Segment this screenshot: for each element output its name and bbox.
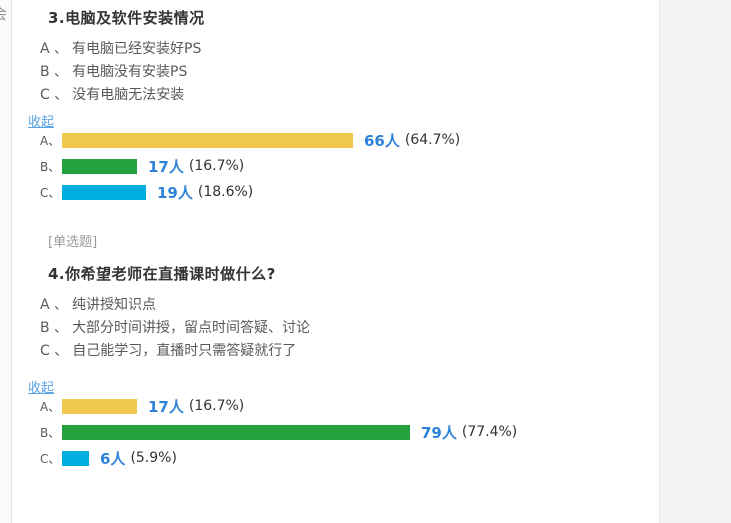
question-4-collapse-link[interactable]: 收起 — [28, 381, 55, 396]
question-3-option-b: B 、有电脑没有安装PS — [40, 61, 187, 81]
question-4-title: 4.你希望老师在直播课时做什么? — [48, 265, 276, 283]
option-text: 大部分时间讲授，留点时间答疑、讨论 — [72, 320, 311, 336]
clipped-edge-glyph: 会 — [0, 3, 7, 24]
result-bar — [62, 158, 137, 174]
question-3-bar-chart: A、 66人 (64.7%) B、 17人 (16.7%) C、 19人 (18… — [40, 127, 649, 205]
respondent-count-link[interactable]: 6人 — [100, 449, 126, 468]
row-letter: A、 — [40, 133, 61, 148]
result-bar — [62, 424, 410, 440]
chart-row-b: B、 79人 (77.4%) — [40, 419, 649, 445]
percent-label: (16.7%) — [188, 398, 245, 414]
option-letter: B 、 — [40, 64, 69, 80]
result-bar — [62, 132, 353, 148]
option-letter: C 、 — [40, 87, 69, 103]
option-text: 自己能学习，直播时只需答疑就行了 — [72, 343, 297, 359]
respondent-count-link[interactable]: 17人 — [148, 157, 184, 176]
percent-label: (64.7%) — [404, 132, 461, 148]
question-3-title: 3.电脑及软件安装情况 — [48, 9, 205, 27]
survey-results-panel: 3.电脑及软件安装情况 A 、有电脑已经安装好PS B 、有电脑没有安装PS C… — [12, 0, 659, 523]
question-4-type-badge: [单选题] — [48, 235, 98, 250]
respondent-count-link[interactable]: 66人 — [364, 131, 400, 150]
question-3-option-a: A 、有电脑已经安装好PS — [40, 38, 201, 58]
question-4-option-a: A 、纯讲授知识点 — [40, 294, 156, 314]
option-text: 纯讲授知识点 — [72, 297, 157, 313]
option-text: 有电脑已经安装好PS — [72, 41, 202, 57]
percent-label: (18.6%) — [197, 184, 254, 200]
respondent-count-link[interactable]: 17人 — [148, 397, 184, 416]
result-bar — [62, 398, 137, 414]
percent-label: (77.4%) — [461, 424, 518, 440]
option-letter: B 、 — [40, 320, 69, 336]
right-gutter — [659, 0, 731, 523]
chart-row-a: A、 17人 (16.7%) — [40, 393, 649, 419]
result-bar — [62, 450, 89, 466]
row-letter: C、 — [40, 451, 61, 466]
chart-row-b: B、 17人 (16.7%) — [40, 153, 649, 179]
option-text: 没有电脑无法安装 — [72, 87, 185, 103]
chart-row-a: A、 66人 (64.7%) — [40, 127, 649, 153]
result-bar — [62, 184, 146, 200]
row-letter: C、 — [40, 185, 61, 200]
respondent-count-link[interactable]: 19人 — [157, 183, 193, 202]
row-letter: B、 — [40, 159, 61, 174]
percent-label: (5.9%) — [130, 450, 177, 466]
option-letter: A 、 — [40, 297, 69, 313]
question-4-option-c: C 、自己能学习，直播时只需答疑就行了 — [40, 340, 296, 360]
question-3-collapse-link[interactable]: 收起 — [28, 115, 55, 130]
option-text: 有电脑没有安装PS — [72, 64, 188, 80]
option-letter: A 、 — [40, 41, 69, 57]
chart-row-c: C、 6人 (5.9%) — [40, 445, 649, 471]
respondent-count-link[interactable]: 79人 — [421, 423, 457, 442]
left-clipped-gutter: 会 — [0, 0, 12, 523]
question-3-option-c: C 、没有电脑无法安装 — [40, 84, 184, 104]
question-4-bar-chart: A、 17人 (16.7%) B、 79人 (77.4%) C、 6人 (5.9… — [40, 393, 649, 471]
percent-label: (16.7%) — [188, 158, 245, 174]
row-letter: A、 — [40, 399, 61, 414]
chart-row-c: C、 19人 (18.6%) — [40, 179, 649, 205]
row-letter: B、 — [40, 425, 61, 440]
option-letter: C 、 — [40, 343, 69, 359]
question-4-option-b: B 、大部分时间讲授，留点时间答疑、讨论 — [40, 317, 310, 337]
